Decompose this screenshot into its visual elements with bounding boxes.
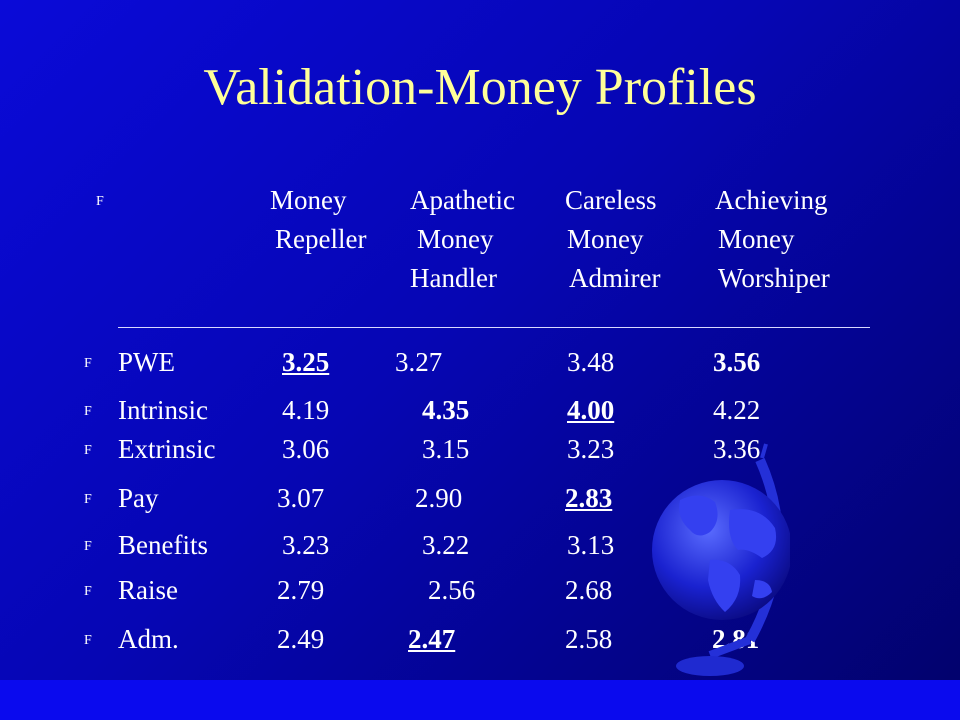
table-cell: 2.49 — [277, 624, 325, 654]
bullet-icon: F — [96, 194, 104, 209]
table-cell: 4.35 — [422, 395, 470, 425]
table-cell: 2.47 — [408, 624, 456, 654]
table-cell: 2.58 — [565, 624, 613, 654]
row-label: Intrinsic — [118, 395, 208, 425]
table-cell: 4.22 — [713, 395, 761, 425]
header-cell: Money — [567, 224, 644, 254]
header-divider — [118, 327, 870, 328]
table-cell: 4.19 — [282, 395, 330, 425]
table-cell: 2.79 — [277, 575, 325, 605]
header-cell: Apathetic — [410, 185, 515, 215]
table-cell: 3.06 — [282, 434, 330, 464]
table-cell: 3.15 — [422, 434, 470, 464]
table-cell: 4.00 — [567, 395, 615, 425]
table-cell: 2.90 — [415, 483, 463, 513]
header-cell: Careless — [565, 185, 657, 215]
row-label: Extrinsic — [118, 434, 216, 464]
row-label: Benefits — [118, 530, 208, 560]
row-label: Pay — [118, 483, 159, 513]
header-cell: Worshiper — [718, 263, 830, 293]
table-cell: 2.83 — [565, 483, 613, 513]
header-cell: Money — [718, 224, 795, 254]
row-label: PWE — [118, 347, 175, 377]
bottom-bar — [0, 680, 960, 720]
bullet-icon: F — [84, 492, 92, 507]
header-cell: Achieving — [715, 185, 828, 215]
row-label: Raise — [118, 575, 178, 605]
header-cell: Admirer — [569, 263, 661, 293]
table-cell: 3.23 — [282, 530, 330, 560]
table-cell: 3.36 — [713, 434, 761, 464]
header-cell: Repeller — [275, 224, 367, 254]
table-cell: 3.56 — [713, 347, 761, 377]
bullet-icon: F — [84, 404, 92, 419]
table-cell: 2.56 — [428, 575, 476, 605]
bullet-icon: F — [84, 356, 92, 371]
table-cell: 3.07 — [277, 483, 325, 513]
table-cell: 3.23 — [567, 434, 615, 464]
table-cell: 3.48 — [567, 347, 615, 377]
table-cell: 3.13 — [567, 530, 615, 560]
table-cell: 3.22 — [422, 530, 470, 560]
header-cell: Money — [270, 185, 347, 215]
bullet-icon: F — [84, 539, 92, 554]
bullet-icon: F — [84, 443, 92, 458]
globe-icon — [652, 443, 790, 676]
slide-title: Validation-Money Profiles — [203, 59, 757, 116]
table-cell: 3.27 — [395, 347, 443, 377]
table-cell: 3.25 — [282, 347, 330, 377]
bullet-icon: F — [84, 584, 92, 599]
table-cell: 2.68 — [565, 575, 613, 605]
bullet-icon: F — [84, 633, 92, 648]
row-label: Adm. — [118, 624, 179, 654]
header-cell: Money — [417, 224, 494, 254]
header-cell: Handler — [410, 263, 497, 293]
